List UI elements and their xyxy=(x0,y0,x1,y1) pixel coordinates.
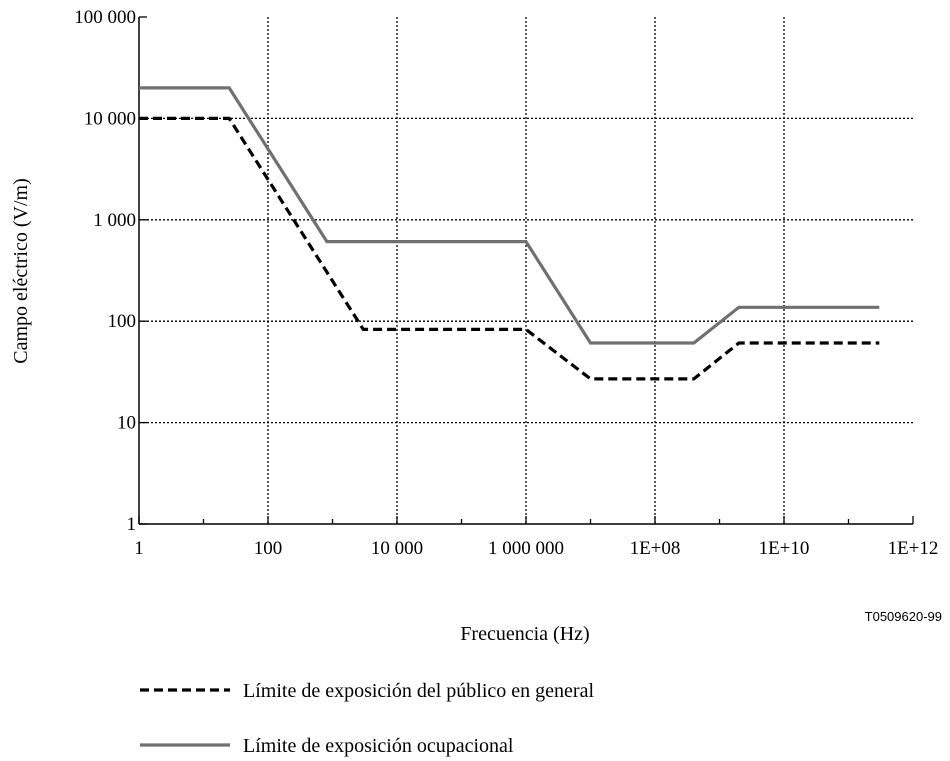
series-line-occupational xyxy=(139,86,880,345)
legend-label-public: Límite de exposición del público en gene… xyxy=(243,680,594,702)
y-axis-title: Campo eléctrico (V/m) xyxy=(10,178,32,364)
x-tick-label: 1E+12 xyxy=(888,538,939,559)
series-lines xyxy=(139,86,880,381)
x-tick-label: 1E+08 xyxy=(630,538,681,559)
legend-label-occupational: Límite de exposición ocupacional xyxy=(243,735,514,757)
y-tick-label: 10 xyxy=(117,413,136,434)
figure-code: T0509620-99 xyxy=(865,609,942,624)
y-tick-label: 100 000 xyxy=(74,7,136,28)
x-tick-label: 1E+10 xyxy=(759,538,810,559)
x-tick-label: 10 000 xyxy=(371,538,423,559)
y-tick-label: 1 000 xyxy=(93,210,136,231)
y-tick-label: 10 000 xyxy=(84,108,136,129)
axes xyxy=(138,16,914,525)
series-line-public xyxy=(139,116,880,381)
grid xyxy=(139,17,913,524)
x-tick-label: 1 000 000 xyxy=(488,538,564,559)
tick-labels: 1 100 10 000 1 000 000 1E+08 1E+10 1E+12 1 10 100… xyxy=(74,7,938,559)
y-tick-label: 100 xyxy=(108,311,137,332)
y-tick-label: 1 xyxy=(127,514,137,535)
legend: Límite de exposición del público en gene… xyxy=(140,680,594,757)
x-axis-title: Frecuencia (Hz) xyxy=(460,623,589,645)
x-tick-label: 100 xyxy=(254,538,283,559)
x-tick-label: 1 xyxy=(134,538,144,559)
